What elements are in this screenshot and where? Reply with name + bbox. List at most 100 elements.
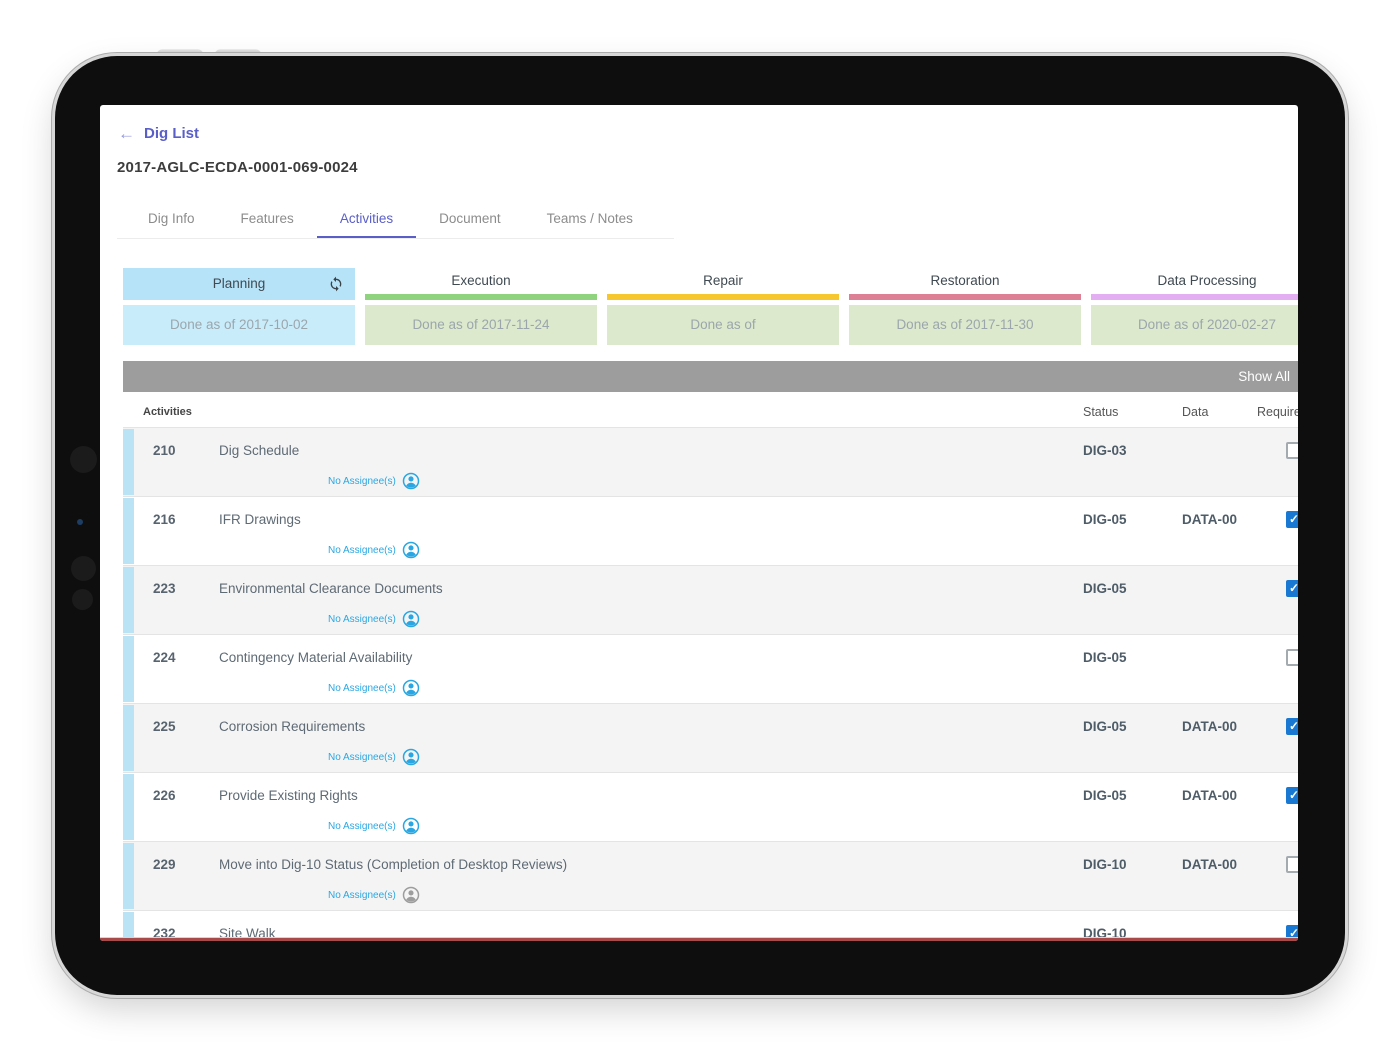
assignee-section: No Assignee(s) — [328, 541, 420, 559]
show-all-button[interactable]: Show All — [1238, 369, 1290, 384]
row-accent-bar — [123, 705, 134, 771]
add-assignee-person-icon[interactable] — [402, 817, 420, 835]
assignee-section: No Assignee(s) — [328, 817, 420, 835]
activity-status: DIG-05 — [1083, 581, 1127, 596]
back-arrow-icon: ← — [118, 124, 135, 143]
assignee-label: No Assignee(s) — [328, 751, 396, 763]
tab-item[interactable]: Document — [439, 211, 501, 226]
phase-underline — [1091, 294, 1298, 300]
required-checkbox[interactable] — [1286, 856, 1298, 873]
required-checkbox[interactable] — [1286, 442, 1298, 459]
required-checkbox[interactable] — [1286, 580, 1298, 597]
activity-row[interactable]: 229 Move into Dig-10 Status (Completion … — [123, 841, 1298, 910]
column-header-data: Data — [1182, 405, 1209, 419]
activity-number: 225 — [153, 719, 176, 734]
add-assignee-person-icon[interactable] — [402, 679, 420, 697]
required-checkbox[interactable] — [1286, 511, 1298, 528]
activity-row[interactable]: 210 Dig Schedule DIG-03 No Assignee(s) — [123, 427, 1298, 496]
row-accent-bar — [123, 843, 134, 909]
phase-underline — [365, 294, 597, 300]
activity-status: DIG-05 — [1083, 719, 1127, 734]
phase-name: Restoration — [930, 273, 1000, 288]
activity-row[interactable]: 225 Corrosion Requirements DIG-05 DATA-0… — [123, 703, 1298, 772]
add-assignee-person-icon[interactable] — [402, 472, 420, 490]
required-checkbox[interactable] — [1286, 718, 1298, 735]
phase-header[interactable]: Restoration — [849, 268, 1081, 300]
activity-status: DIG-03 — [1083, 443, 1127, 458]
activity-data: DATA-00 — [1182, 788, 1238, 803]
activity-title: Corrosion Requirements — [219, 719, 366, 734]
activity-number: 216 — [153, 512, 176, 527]
phase-underline — [849, 294, 1081, 300]
required-checkbox[interactable] — [1286, 787, 1298, 804]
tab-item[interactable]: Activities — [316, 201, 417, 238]
column-header-required: Required — [1257, 405, 1298, 419]
phase-header[interactable]: Execution — [365, 268, 597, 300]
sensor-dot-icon — [77, 519, 83, 525]
back-link-label: Dig List — [144, 125, 199, 142]
activity-status: DIG-10 — [1083, 857, 1127, 872]
activity-number: 210 — [153, 443, 176, 458]
phase-done-status: Done as of 2017-10-02 — [123, 305, 355, 345]
phase-done-status: Done as of 2017-11-24 — [365, 305, 597, 345]
phase-name: Execution — [451, 273, 511, 288]
row-accent-bar — [123, 567, 134, 633]
phase-name: Planning — [212, 276, 266, 291]
activity-data: DATA-00 — [1182, 719, 1238, 734]
add-assignee-person-icon[interactable] — [402, 748, 420, 766]
activity-data: DATA-00 — [1182, 857, 1238, 872]
tablet-frame: ← Dig List 2017-AGLC-ECDA-0001-069-0024 … — [55, 56, 1345, 995]
activity-row[interactable]: 216 IFR Drawings DIG-05 DATA-00 No Assig… — [123, 496, 1298, 565]
phase-header[interactable]: Data Processing — [1091, 268, 1298, 300]
page-title: 2017-AGLC-ECDA-0001-069-0024 — [117, 159, 358, 176]
assignee-label: No Assignee(s) — [328, 613, 396, 625]
add-assignee-person-icon[interactable] — [402, 886, 420, 904]
assignee-label: No Assignee(s) — [328, 820, 396, 832]
activity-title: Contingency Material Availability — [219, 650, 413, 665]
phase-header[interactable]: Repair — [607, 268, 839, 300]
activity-row[interactable]: 223 Environmental Clearance Documents DI… — [123, 565, 1298, 634]
phase-column: Repair Done as of — [607, 268, 839, 345]
phase-column: Planning Done as of 2017-10-02 — [123, 268, 355, 345]
tab-item[interactable]: Dig Info — [148, 211, 195, 226]
assignee-section: No Assignee(s) — [328, 748, 420, 766]
sync-icon[interactable] — [328, 276, 344, 292]
activity-title: Move into Dig-10 Status (Completion of D… — [219, 857, 568, 872]
tab-item[interactable]: Teams / Notes — [546, 211, 633, 226]
phase-done-status: Done as of 2017-11-30 — [849, 305, 1081, 345]
assignee-section: No Assignee(s) — [328, 472, 420, 490]
row-accent-bar — [123, 429, 134, 495]
camera-dot-icon — [70, 446, 97, 473]
bottom-border-line — [100, 937, 1298, 941]
add-assignee-person-icon[interactable] — [402, 541, 420, 559]
activity-number: 224 — [153, 650, 176, 665]
phase-bar: Planning Done as of 2017-10-02 Execution — [123, 268, 1298, 345]
required-checkbox[interactable] — [1286, 649, 1298, 666]
assignee-blank-field — [410, 810, 590, 836]
phase-underline — [607, 294, 839, 300]
add-assignee-person-icon[interactable] — [402, 610, 420, 628]
camera-dot-icon — [71, 556, 96, 581]
back-link[interactable]: ← Dig List — [118, 125, 199, 142]
row-accent-bar — [123, 774, 134, 840]
phase-done-status: Done as of — [607, 305, 839, 345]
app-screen: ← Dig List 2017-AGLC-ECDA-0001-069-0024 … — [100, 105, 1298, 941]
activities-list: 210 Dig Schedule DIG-03 No Assignee(s) — [123, 427, 1298, 941]
activity-number: 223 — [153, 581, 176, 596]
assignee-blank-field — [410, 672, 590, 698]
phase-column: Data Processing Done as of 2020-02-27 — [1091, 268, 1298, 345]
phase-header[interactable]: Planning — [123, 268, 355, 300]
activity-status: DIG-05 — [1083, 788, 1127, 803]
activity-status: DIG-05 — [1083, 650, 1127, 665]
activity-number: 226 — [153, 788, 176, 803]
phase-column: Execution Done as of 2017-11-24 — [365, 268, 597, 345]
column-header-activities: Activities — [143, 406, 192, 418]
activity-row[interactable]: 226 Provide Existing Rights DIG-05 DATA-… — [123, 772, 1298, 841]
activity-row[interactable]: 224 Contingency Material Availability DI… — [123, 634, 1298, 703]
table-header: Activities Status Data Required — [123, 393, 1298, 427]
row-accent-bar — [123, 498, 134, 564]
tab-item[interactable]: Features — [240, 211, 294, 226]
activity-title: Dig Schedule — [219, 443, 300, 458]
phase-name: Data Processing — [1157, 273, 1257, 288]
